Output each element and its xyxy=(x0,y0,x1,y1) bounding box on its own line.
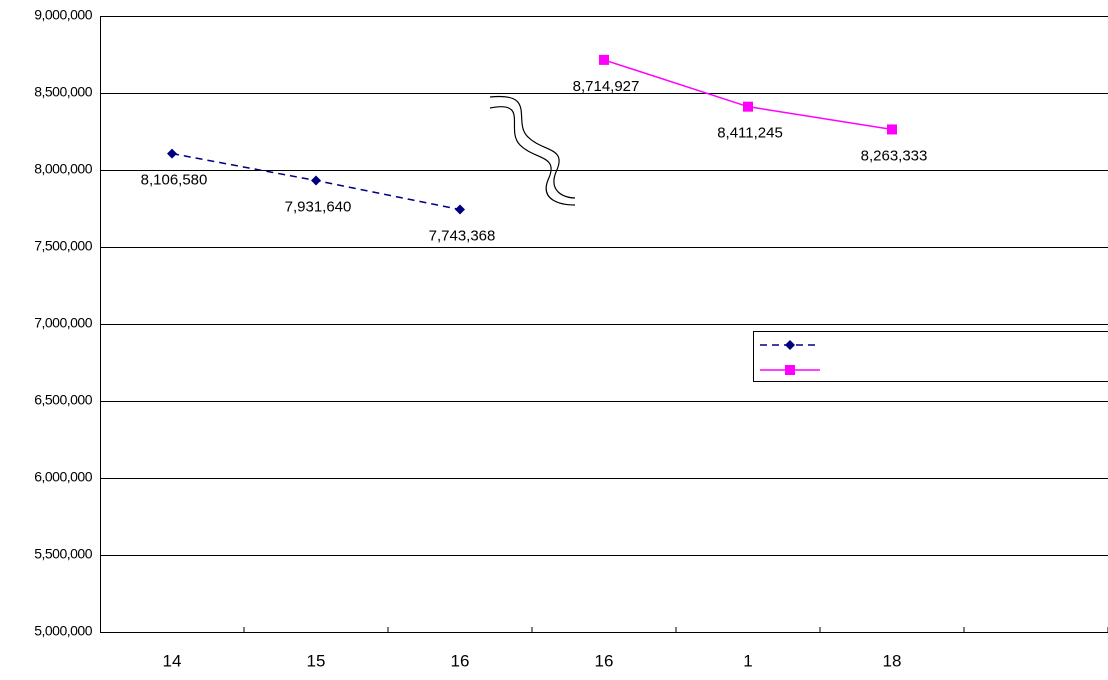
marker xyxy=(311,175,321,186)
value-label: 8,263,333 xyxy=(861,147,928,164)
y-tick-label: 6,500,000 xyxy=(34,392,92,408)
y-tick-label: 8,000,000 xyxy=(34,161,92,177)
y-tick-label: 8,500,000 xyxy=(34,84,92,100)
y-tick-label: 7,000,000 xyxy=(34,315,92,331)
legend-marker xyxy=(785,340,795,350)
marker xyxy=(167,148,177,159)
y-tick-label: 9,000,000 xyxy=(34,7,92,23)
x-tick-label: 1 xyxy=(743,651,752,670)
axis-break xyxy=(489,106,576,206)
axis-break xyxy=(489,95,576,199)
legend-marker xyxy=(785,365,795,375)
y-tick-label: 5,000,000 xyxy=(34,623,92,639)
x-tick-label: 16 xyxy=(451,651,470,670)
value-label: 8,411,245 xyxy=(717,125,783,142)
x-tick-label: 15 xyxy=(307,651,326,670)
x-tick-label: 14 xyxy=(163,651,182,670)
marker xyxy=(599,54,609,65)
y-tick-label: 7,500,000 xyxy=(34,238,92,254)
x-tick-label: 16 xyxy=(595,651,614,670)
x-tick-label: 18 xyxy=(883,651,902,670)
value-label: 7,743,368 xyxy=(429,227,496,244)
value-label: 8,106,580 xyxy=(141,172,208,189)
marker xyxy=(743,101,753,112)
marker xyxy=(455,204,465,215)
y-tick-label: 5,500,000 xyxy=(34,546,92,562)
y-tick-label: 6,000,000 xyxy=(34,469,92,485)
value-label: 8,714,927 xyxy=(573,78,640,95)
series-line xyxy=(603,59,893,131)
legend xyxy=(753,331,1108,382)
marker xyxy=(887,124,897,135)
value-label: 7,931,640 xyxy=(285,198,352,215)
